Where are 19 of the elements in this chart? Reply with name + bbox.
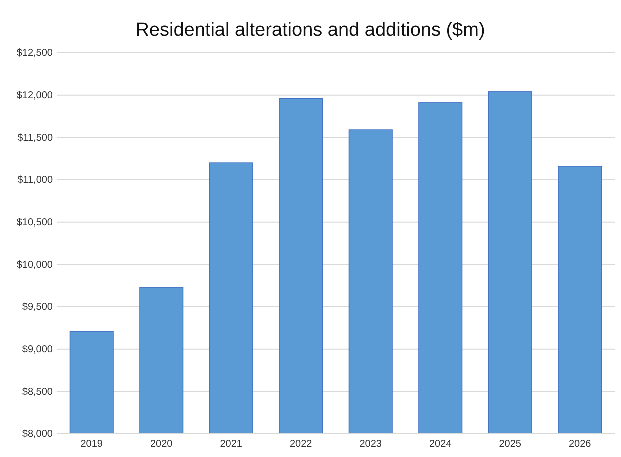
x-tick-label: 2021 bbox=[220, 439, 243, 450]
x-tick-label: 2024 bbox=[430, 439, 452, 450]
y-tick-label: $10,000 bbox=[16, 260, 54, 271]
y-tick-label: $12,500 bbox=[16, 48, 54, 60]
x-tick-label: 2025 bbox=[499, 439, 522, 450]
y-tick-label: $8,000 bbox=[22, 429, 54, 440]
x-tick-label: 2020 bbox=[150, 439, 174, 450]
y-tick-label: $11,500 bbox=[18, 132, 54, 144]
y-tick-label: $11,000 bbox=[18, 175, 54, 186]
y-tick-label: $8,500 bbox=[22, 386, 54, 398]
x-tick-label: 2026 bbox=[569, 439, 592, 450]
y-tick-label: $10,500 bbox=[16, 218, 54, 229]
x-tick-label: 2019 bbox=[80, 439, 104, 450]
y-tick-label: $12,000 bbox=[16, 90, 54, 102]
y-tick-label: $9,000 bbox=[22, 344, 54, 356]
chart-title: Residential alterations and additions ($m) bbox=[136, 20, 486, 41]
y-tick-label: $9,500 bbox=[22, 302, 54, 314]
x-tick-label: 2023 bbox=[360, 439, 382, 450]
x-tick-label: 2022 bbox=[290, 439, 313, 450]
